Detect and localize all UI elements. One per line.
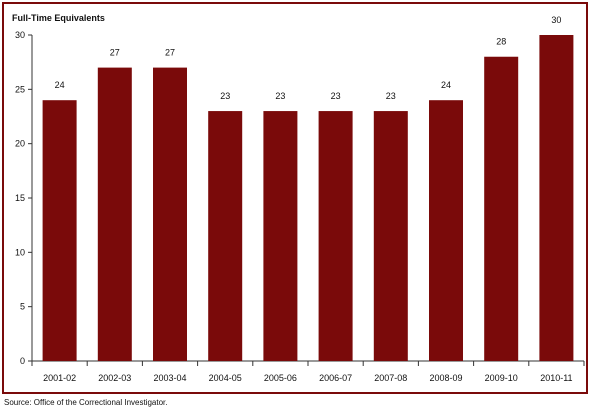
x-tick-label: 2007-08 [374,373,407,383]
bar [429,100,463,361]
y-tick-label: 5 [20,302,25,312]
bar [263,111,298,361]
data-label: 23 [275,91,285,101]
bar [539,35,574,361]
y-axis-title: Full-Time Equivalents [12,13,105,23]
x-tick-label: 2004-05 [209,373,242,383]
x-tick-label: 2008-09 [429,373,462,383]
bar [97,67,132,361]
y-tick-label: 20 [15,139,25,149]
data-label: 24 [441,80,451,90]
chart-frame: Full-Time Equivalents 0 5 10 15 20 25 30 24 2001… [2,2,588,394]
y-tick-label: 10 [15,247,25,257]
y-tick-label: 0 [20,356,25,366]
data-label: 28 [496,37,506,47]
x-tick-label: 2003-04 [153,373,186,383]
data-label: 23 [331,91,341,101]
data-label: 27 [165,48,175,58]
data-label: 30 [551,15,561,25]
x-tick-label: 2001-02 [43,373,76,383]
x-tick-label: 2010-11 [540,373,572,383]
x-tick-label: 2009-10 [485,373,518,383]
y-tick-label: 30 [15,30,25,40]
data-label: 23 [386,91,396,101]
x-tick-label: 2002-03 [98,373,131,383]
x-tick-label: 2006-07 [319,373,352,383]
y-tick-label: 25 [15,84,25,94]
bar [42,100,77,361]
data-label: 24 [55,80,65,90]
bar [153,67,187,361]
bar [373,111,408,361]
bar-chart: 0 5 10 15 20 25 30 24 2001-02 27 2002-03 27 2003-04 2… [15,15,585,383]
data-label: 23 [220,91,230,101]
y-tick-label: 15 [15,193,25,203]
source-note: Source: Office of the Correctional Inves… [4,398,168,407]
bar [484,56,519,361]
bar [208,111,243,361]
x-tick-label: 2005-06 [264,373,297,383]
data-label: 27 [110,48,120,58]
bar [318,111,353,361]
